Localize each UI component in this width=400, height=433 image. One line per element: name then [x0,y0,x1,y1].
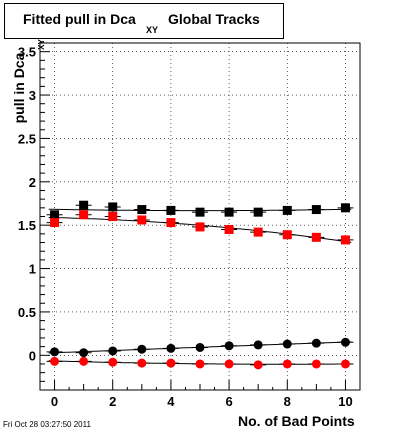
data-point-circle [79,348,89,358]
data-point-circle [224,359,234,369]
data-point-square [166,205,176,215]
data-point-circle [137,358,147,368]
data-point-square [195,222,205,232]
data-point-square [137,205,147,215]
y-tick-label: 0 [29,348,36,363]
data-point-square [79,210,89,220]
data-point-circle [79,356,89,366]
data-point-square [195,207,205,217]
y-tick-label: 3 [29,88,36,103]
x-tick-label: 10 [338,394,352,409]
timestamp: Fri Oct 28 03:27:50 2011 [3,420,91,429]
y-tick-label: 2 [29,175,36,190]
data-point-circle [311,359,321,369]
chart-title-box: Fitted pull in Dca XY Global Tracks [4,3,284,39]
data-point-square [50,210,60,220]
data-point-square [340,203,350,213]
data-point-circle [166,358,176,368]
data-point-circle [50,356,60,366]
data-point-circle [224,341,234,351]
data-point-circle [253,340,263,350]
data-point-square [108,202,118,212]
y-axis-label: pull in Dca [11,52,27,124]
data-point-circle [50,347,60,357]
data-point-square [108,212,118,221]
data-point-circle [108,346,118,356]
y-tick-label: 1 [29,262,36,277]
data-point-circle [311,338,321,348]
y-axis-label-subscript: XY [36,39,46,50]
data-point-circle [340,337,350,347]
x-tick-label: 0 [51,394,58,409]
data-point-circle [195,359,205,369]
y-tick-label: 2.5 [18,131,36,146]
data-point-circle [282,339,292,349]
x-tick-label: 4 [167,394,175,409]
data-point-square [311,232,321,242]
data-point-square [224,225,234,235]
y-tick-label: 0.5 [18,305,36,320]
data-point-square [79,200,89,210]
x-tick-label: 2 [109,394,116,409]
data-point-square [50,218,60,228]
chart-title-subscript: XY [146,25,159,35]
data-point-circle [137,344,147,354]
data-point-square [282,205,292,215]
data-point-circle [253,360,263,370]
chart-title-tail: Global Tracks [168,11,260,27]
data-point-circle [282,359,292,369]
data-point-square [137,215,147,225]
x-tick-label: 6 [225,394,232,409]
data-point-circle [108,357,118,367]
data-point-square [340,235,350,245]
data-point-square [166,218,176,228]
data-point-square [282,230,292,240]
chart-title: Fitted pull in Dca [23,11,136,27]
data-point-circle [195,342,205,352]
y-tick-label: 3.5 [18,45,36,60]
data-point-square [224,207,234,217]
data-point-square [253,227,263,237]
y-tick-label: 1.5 [18,218,36,233]
data-point-circle [166,343,176,353]
data-point-square [311,205,321,215]
data-point-circle [340,359,350,369]
x-tick-label: 8 [284,394,291,409]
x-axis-label: No. of Bad Points [238,413,355,429]
data-point-square [253,207,263,217]
